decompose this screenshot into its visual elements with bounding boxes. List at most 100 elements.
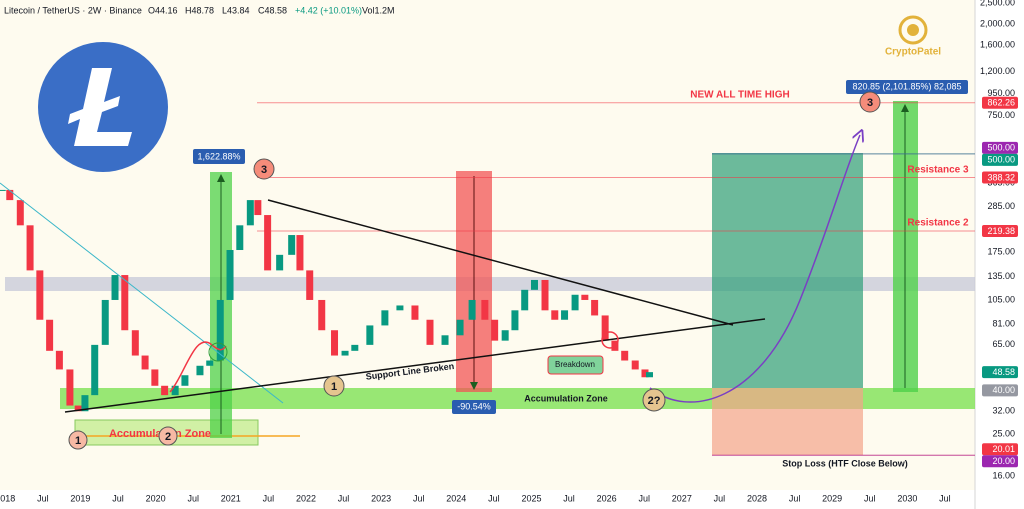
- candle: [111, 275, 119, 300]
- candle: [561, 310, 569, 320]
- candle: [366, 325, 374, 345]
- candle: [411, 305, 419, 320]
- candle: [36, 270, 44, 320]
- wave-label: 3: [867, 97, 873, 109]
- y-tick-label: 32.00: [992, 406, 1015, 416]
- candle: [621, 350, 629, 361]
- time-axis-background: [0, 490, 975, 509]
- upper-trendline: [267, 199, 734, 326]
- ohlc-low: L43.84: [222, 5, 250, 15]
- x-tick-label: 2020: [146, 493, 166, 503]
- wave-marker: 3: [859, 91, 881, 113]
- candle: [426, 319, 434, 345]
- wave-marker: 1: [323, 375, 345, 397]
- resistance-label: Resistance 3: [907, 165, 969, 176]
- candle: [216, 299, 224, 361]
- candle: [264, 215, 272, 271]
- candle: [641, 369, 649, 378]
- price-badge: [982, 141, 1018, 154]
- price-badge-label: 40.00: [992, 385, 1015, 395]
- ath-label: NEW ALL TIME HIGH: [690, 90, 789, 101]
- price-badge: [982, 455, 1018, 468]
- candle: [196, 365, 204, 376]
- price-badge-label: 862.26: [987, 98, 1015, 108]
- candle: [55, 350, 63, 370]
- x-tick-label: Jul: [413, 493, 425, 503]
- candle: [16, 200, 24, 226]
- candle: [601, 315, 609, 341]
- x-tick-label: 2029: [822, 493, 842, 503]
- candle: [530, 279, 538, 290]
- y-tick-label: 2,000.00: [980, 18, 1015, 28]
- candle: [6, 189, 14, 201]
- x-tick-label: 2030: [897, 493, 917, 503]
- breakdown-label: Breakdown: [555, 360, 595, 369]
- y-tick-label: 135.00: [987, 271, 1015, 281]
- price-badge: [982, 443, 1018, 456]
- candle: [236, 225, 244, 251]
- litecoin-logo: [38, 42, 168, 172]
- candle: [511, 310, 519, 331]
- x-tick-label: 2024: [446, 493, 466, 503]
- y-tick-label: 950.00: [987, 88, 1015, 98]
- y-tick-label: 16.00: [992, 471, 1015, 481]
- header: Litecoin / TetherUS · 2W · Binance O44.1…: [4, 5, 395, 15]
- x-tick-label: Jul: [714, 493, 726, 503]
- y-tick-label: 1,600.00: [980, 39, 1015, 49]
- price-badge: [982, 224, 1018, 237]
- projection-curve: [649, 135, 860, 403]
- y-tick-label: 81.00: [992, 319, 1015, 329]
- candle: [381, 310, 389, 326]
- x-tick-label: 2019: [70, 493, 90, 503]
- x-tick-label: Jul: [638, 493, 650, 503]
- drawings: [0, 135, 860, 413]
- candle: [481, 299, 489, 320]
- label-box: [452, 400, 496, 414]
- wave-marker: 2?: [642, 388, 666, 412]
- wave-label: 1: [331, 381, 337, 393]
- ohlc-high: H48.78: [185, 5, 214, 15]
- candle: [351, 344, 359, 351]
- change: +4.42 (+10.01%): [295, 5, 362, 15]
- x-tick-label: 2018: [0, 493, 15, 503]
- candle: [581, 294, 589, 300]
- x-tick-label: Jul: [338, 493, 350, 503]
- candle: [491, 319, 499, 341]
- wave-label: 2: [165, 431, 171, 443]
- candle: [296, 235, 304, 271]
- x-tick-label: Jul: [563, 493, 575, 503]
- candle: [254, 200, 262, 216]
- candle: [121, 275, 129, 331]
- breakout-circle: [208, 342, 228, 362]
- x-tick-label: 2026: [597, 493, 617, 503]
- candle: [81, 395, 89, 412]
- candle: [74, 405, 82, 412]
- candle: [631, 360, 639, 370]
- price-badge-label: 20.01: [992, 444, 1015, 454]
- candle: [246, 200, 254, 226]
- x-tick-label: 2028: [747, 493, 767, 503]
- stop-label: Stop Loss (HTF Close Below): [782, 458, 908, 468]
- levels: [257, 102, 975, 456]
- candle: [141, 355, 149, 370]
- ohlc-open: O44.16: [148, 5, 178, 15]
- breakdown-circle: [601, 331, 619, 349]
- brand-logo: CryptoPatel: [885, 15, 941, 58]
- candle: [26, 225, 34, 271]
- drop-label: -90.54%: [457, 401, 491, 411]
- candle: [161, 385, 169, 396]
- candle: [441, 335, 449, 345]
- candle: [541, 279, 549, 311]
- x-tick-label: Jul: [263, 493, 275, 503]
- candle: [396, 305, 404, 311]
- candle: [551, 310, 559, 320]
- candle: [645, 372, 653, 378]
- x-tick-label: Jul: [112, 493, 124, 503]
- wave-marker: 2: [158, 426, 178, 446]
- candle: [131, 330, 139, 356]
- price-badge: [982, 96, 1018, 109]
- candle: [226, 250, 234, 300]
- label-box: [547, 355, 604, 375]
- price-badge: [982, 171, 1018, 184]
